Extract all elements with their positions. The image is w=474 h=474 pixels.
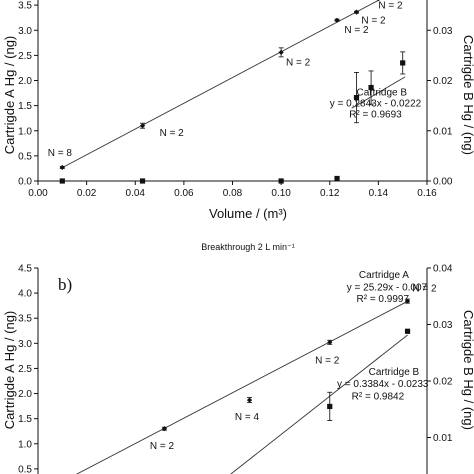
cartridge-a-point bbox=[161, 426, 168, 432]
cartridge-b-point bbox=[368, 84, 374, 91]
left-tick-label: 3.5 bbox=[18, 1, 32, 12]
panel-b-fit-lines bbox=[75, 300, 408, 474]
annotation-label: Cartridge B bbox=[369, 367, 420, 378]
left-tick-label: 0.0 bbox=[18, 177, 32, 188]
left-tick-label: 3.0 bbox=[18, 339, 32, 350]
x-tick-label: 0.04 bbox=[126, 188, 146, 199]
cartridge-b-point bbox=[59, 178, 65, 184]
fit-line bbox=[62, 0, 380, 168]
cartridge-a-point bbox=[404, 298, 411, 304]
panel-a-fit-lines bbox=[62, 0, 406, 168]
right-tick-label: 0.01 bbox=[433, 433, 453, 444]
annotation-label: N = 2 bbox=[150, 441, 175, 452]
left-tick-label: 1.5 bbox=[18, 101, 32, 112]
cartridge-b-point bbox=[278, 178, 284, 184]
annotation-label: N = 2 bbox=[315, 355, 340, 366]
x-tick-label: 0.14 bbox=[369, 188, 389, 199]
left-tick-label: 4.5 bbox=[18, 264, 32, 275]
right-tick-label: 0.02 bbox=[433, 377, 453, 388]
annotation-label: R² = 0.9842 bbox=[352, 392, 405, 403]
cartridge-b-point bbox=[404, 328, 411, 334]
cartridge-b-point bbox=[334, 175, 340, 182]
cartridge-a-point bbox=[353, 9, 360, 15]
annotation-label: N = 2 bbox=[378, 1, 403, 12]
panel-b-data-marks bbox=[161, 298, 411, 432]
panel-b-letter: b) bbox=[58, 275, 72, 294]
cartridge-a-point bbox=[278, 49, 284, 55]
cartridge-a-point bbox=[334, 17, 340, 23]
panel-b-chart: 0.5 1.0 1.5 2.0 2.5 3.0 3.5 4.0 4.5 0.01 0.02 0.03 0… bbox=[2, 264, 474, 474]
left-tick-label: 2.0 bbox=[18, 389, 32, 400]
annotation-label: N = 2 bbox=[286, 57, 311, 68]
annotation-label: y = 25.29x - 0.007 bbox=[347, 283, 428, 294]
left-tick-label: 2.5 bbox=[18, 51, 32, 62]
x-tick-label: 0.00 bbox=[28, 188, 48, 199]
panel-a-right-axis-title: Cartrigde B Hg / (ng) bbox=[461, 35, 474, 155]
fit-line bbox=[351, 76, 406, 109]
cartridge-b-point bbox=[400, 60, 406, 66]
panel-a-annotations: N = 8N = 2N = 2N = 2N = 2N = 2N = 2Cartr… bbox=[48, 1, 422, 159]
left-tick-label: 2.5 bbox=[18, 364, 32, 375]
left-tick-label: 3.0 bbox=[18, 26, 32, 37]
right-tick-label: 0.00 bbox=[433, 177, 453, 188]
panel-b-title: Breakthrough 2 L min⁻¹ bbox=[201, 242, 294, 252]
cartridge-b-point bbox=[139, 178, 146, 184]
x-tick-label: 0.08 bbox=[223, 188, 243, 199]
annotation-label: y = 0.2843x - 0.0222 bbox=[330, 99, 422, 110]
panel-a-x-axis-title: Volume / (m³) bbox=[209, 206, 287, 221]
right-tick-label: 0.03 bbox=[433, 26, 453, 37]
cartridge-a-point bbox=[377, 0, 380, 2]
fit-line bbox=[75, 300, 408, 474]
left-tick-label: 1.0 bbox=[18, 439, 32, 450]
right-tick-label: 0.02 bbox=[433, 76, 453, 87]
panel-a-data-marks bbox=[59, 0, 406, 184]
right-tick-label: 0.04 bbox=[433, 264, 453, 275]
panel-b-left-axis-title: Cartrigde A Hg / (ng) bbox=[2, 311, 17, 430]
panel-a-left-axis-title: Cartrigde A Hg / (ng) bbox=[2, 36, 17, 155]
annotation-label: N = 2 bbox=[361, 16, 386, 27]
left-tick-label: 2.0 bbox=[18, 76, 32, 87]
panel-a-chart: 0.0 0.5 1.0 1.5 2.0 2.5 3.0 3.5 0.00 0.01 0.02 0.03… bbox=[2, 0, 474, 221]
x-tick-label: 0.10 bbox=[271, 188, 291, 199]
annotation-label: Cartridge A bbox=[359, 270, 409, 281]
cartridge-a-point bbox=[327, 339, 333, 345]
cartridge-b-point bbox=[327, 403, 333, 410]
annotation-label: y = 0.3384x - 0.0233 bbox=[337, 379, 429, 390]
left-tick-label: 0.5 bbox=[18, 464, 32, 474]
x-tick-label: 0.02 bbox=[77, 188, 97, 199]
panel-b-right-axis-title: Cartrigde B Hg / (ng) bbox=[461, 310, 474, 430]
panel-b-axes: 0.5 1.0 1.5 2.0 2.5 3.0 3.5 4.0 4.5 0.01 0.02 0.03 0… bbox=[18, 264, 453, 474]
left-tick-label: 0.5 bbox=[18, 151, 32, 162]
right-tick-label: 0.01 bbox=[433, 126, 453, 137]
x-tick-label: 0.16 bbox=[417, 188, 437, 199]
annotation-label: N = 2 bbox=[412, 284, 437, 295]
x-tick-label: 0.06 bbox=[174, 188, 194, 199]
annotation-label: N = 2 bbox=[160, 128, 185, 139]
cartridge-b-point bbox=[353, 94, 360, 101]
left-tick-label: 1.5 bbox=[18, 414, 32, 425]
left-tick-label: 1.0 bbox=[18, 126, 32, 137]
left-tick-label: 3.5 bbox=[18, 314, 32, 325]
panel-a-axes: 0.0 0.5 1.0 1.5 2.0 2.5 3.0 3.5 0.00 0.01 0.02 0.03… bbox=[18, 0, 453, 199]
right-tick-label: 0.03 bbox=[433, 320, 453, 331]
annotation-label: R² = 0.9997 bbox=[356, 294, 409, 305]
cartridge-a-point bbox=[59, 164, 65, 171]
cartridge-a-point bbox=[139, 123, 146, 129]
left-tick-label: 4.0 bbox=[18, 289, 32, 300]
annotation-label: R² = 0.9693 bbox=[349, 110, 402, 121]
annotation-label: N = 4 bbox=[235, 412, 260, 423]
annotation-label: Cartridge B bbox=[356, 88, 407, 99]
annotation-label: N = 2 bbox=[344, 25, 369, 36]
fit-line bbox=[230, 334, 408, 474]
cartridge-a-point bbox=[246, 397, 253, 403]
x-tick-label: 0.12 bbox=[320, 188, 340, 199]
annotation-label: N = 8 bbox=[48, 148, 73, 159]
